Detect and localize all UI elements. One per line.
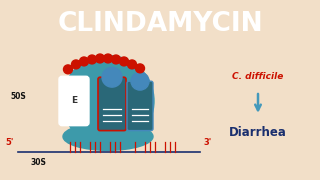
Text: CLINDAMYCIN: CLINDAMYCIN xyxy=(57,11,263,37)
Circle shape xyxy=(111,55,121,64)
FancyBboxPatch shape xyxy=(127,81,153,131)
Text: 30S: 30S xyxy=(30,158,46,167)
Circle shape xyxy=(103,54,113,63)
Circle shape xyxy=(127,60,137,69)
Text: 50S: 50S xyxy=(10,91,26,100)
Circle shape xyxy=(95,54,105,63)
Circle shape xyxy=(87,55,97,64)
Text: Diarrhea: Diarrhea xyxy=(229,126,287,139)
FancyBboxPatch shape xyxy=(59,76,89,126)
Text: 5': 5' xyxy=(6,138,14,147)
Circle shape xyxy=(71,60,81,69)
Ellipse shape xyxy=(63,123,153,150)
Circle shape xyxy=(62,55,154,146)
Circle shape xyxy=(131,72,149,90)
FancyBboxPatch shape xyxy=(98,77,126,131)
Text: E: E xyxy=(71,96,77,105)
Circle shape xyxy=(135,64,145,73)
Text: 3': 3' xyxy=(204,138,212,147)
Circle shape xyxy=(119,57,129,66)
Text: C. difficile: C. difficile xyxy=(232,72,284,81)
Circle shape xyxy=(79,57,89,66)
Circle shape xyxy=(63,65,73,74)
Circle shape xyxy=(102,67,122,87)
